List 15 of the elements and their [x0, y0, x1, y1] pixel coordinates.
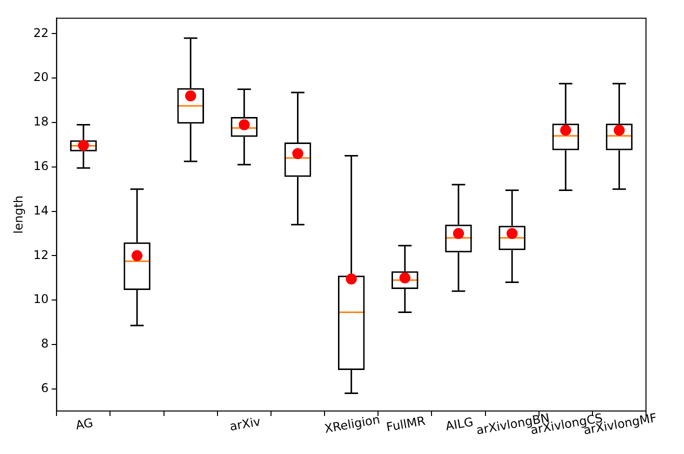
- y-tick-label: 6: [41, 380, 49, 395]
- y-tick-label: 22: [33, 26, 49, 40]
- x-tick-label: XReligion: [323, 412, 381, 436]
- y-axis-title: length: [11, 195, 26, 234]
- x-tick-label: arXiv: [228, 414, 262, 434]
- x-tick-label: AILG: [444, 414, 474, 434]
- y-tick-label: 16: [33, 159, 49, 174]
- y-tick-label: 20: [33, 70, 49, 84]
- y-tick-label: 14: [33, 203, 49, 218]
- x-tick-label: AG: [74, 416, 94, 432]
- x-tick-label: FullMR: [385, 414, 426, 434]
- y-tick-label: 12: [33, 248, 49, 262]
- y-tick-label: 10: [33, 292, 49, 306]
- y-tick-label: 18: [33, 114, 49, 129]
- y-tick-label: 8: [41, 336, 49, 351]
